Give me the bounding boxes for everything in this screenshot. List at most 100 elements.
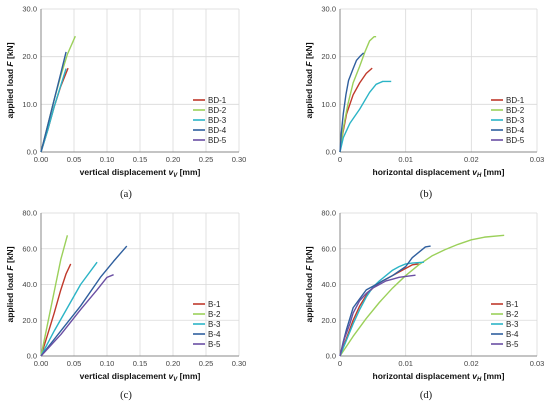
panel-caption: (b) xyxy=(420,189,433,200)
x-axis-label-text: vertical displacement xyxy=(80,371,169,381)
x-axis-unit: [mm] xyxy=(484,371,505,381)
x-axis-label-text: horizontal displacement xyxy=(373,167,473,177)
x-axis-subscript: H xyxy=(477,377,482,383)
series-line-b-4 xyxy=(339,245,431,357)
y-tick-label: 80.0 xyxy=(321,209,336,218)
x-tick-label: 0.03 xyxy=(530,155,545,164)
legend-label: B-5 xyxy=(506,340,519,349)
legend-label: B-4 xyxy=(506,330,519,339)
series-line-bd-2 xyxy=(339,35,377,153)
x-tick-label: 0.02 xyxy=(464,359,479,368)
y-tick-label: 80.0 xyxy=(22,209,37,218)
x-tick-label: 0.15 xyxy=(133,359,148,368)
y-tick-label: 40.0 xyxy=(22,280,37,289)
series-line-b-3 xyxy=(339,261,425,357)
series-line-b-3 xyxy=(40,261,98,357)
series-line-b-2 xyxy=(339,234,505,357)
chart-panel: 0.00 0.05 0.10 0.15 0.20 0.25 0.30 0.0 20.0 40.0 6… xyxy=(5,209,246,402)
panel-caption: (d) xyxy=(420,390,433,401)
legend-label: B-3 xyxy=(208,320,221,329)
legend-label: BD-5 xyxy=(506,136,525,145)
x-tick-label: 0.15 xyxy=(133,155,148,164)
legend-label: B-1 xyxy=(208,300,221,309)
x-tick-label: 0.00 xyxy=(34,359,49,368)
legend-label: B-2 xyxy=(208,310,221,319)
y-tick-label: 30.0 xyxy=(22,5,37,14)
series-line-b-5 xyxy=(40,274,114,357)
y-tick-label: 20.0 xyxy=(321,316,336,325)
x-axis-unit: [mm] xyxy=(484,167,505,177)
x-tick-label: 0.01 xyxy=(398,155,413,164)
y-axis-label-text: applied load xyxy=(5,271,15,323)
legend-label: BD-1 xyxy=(208,96,227,105)
x-tick-label: 0 xyxy=(338,359,342,368)
legend-label: B-3 xyxy=(506,320,519,329)
legend-label: BD-4 xyxy=(506,126,525,135)
x-tick-label: 0.10 xyxy=(100,359,115,368)
series-line-bd-3 xyxy=(40,68,67,153)
legend-label: BD-1 xyxy=(506,96,525,105)
x-tick-label: 0.10 xyxy=(100,155,115,164)
x-tick-label: 0.03 xyxy=(530,359,545,368)
y-tick-label: 30.0 xyxy=(321,5,336,14)
y-tick-label: 40.0 xyxy=(321,280,336,289)
x-tick-label: 0.00 xyxy=(34,155,49,164)
y-tick-label: 0.0 xyxy=(27,352,37,361)
x-tick-label: 0.05 xyxy=(67,359,82,368)
x-axis-label: vertical displacement vV [mm] xyxy=(80,167,201,179)
x-axis-symbol: v xyxy=(168,167,174,177)
y-axis-symbol: F xyxy=(304,61,314,67)
series-line-b-2 xyxy=(40,235,69,357)
x-tick-label: 0.30 xyxy=(232,155,247,164)
x-tick-label: 0.20 xyxy=(166,359,181,368)
y-tick-label: 0.0 xyxy=(326,352,336,361)
y-axis-symbol: F xyxy=(5,61,15,67)
legend-label: BD-2 xyxy=(506,106,525,115)
y-axis-label: applied load F [kN] xyxy=(304,42,314,118)
y-axis-unit: [kN] xyxy=(304,246,314,263)
y-axis-label: applied load F [kN] xyxy=(304,246,314,322)
series-line-bd-1 xyxy=(339,67,373,153)
y-axis-label: applied load F [kN] xyxy=(5,42,15,118)
x-axis-symbol: v xyxy=(472,371,478,381)
y-axis-label: applied load F [kN] xyxy=(5,246,15,322)
panel-caption: (c) xyxy=(120,390,132,401)
x-tick-label: 0.01 xyxy=(398,359,413,368)
chart-panel: 0.00 0.05 0.10 0.15 0.20 0.25 0.30 0.0 10.0 20.0 3… xyxy=(5,5,246,201)
x-tick-label: 0 xyxy=(338,155,342,164)
x-axis-subscript: V xyxy=(173,173,178,179)
x-axis-label-text: horizontal displacement xyxy=(373,371,473,381)
chart-panel: 0 0.01 0.02 0.03 0.0 10.0 20.0 30.0 horizontal d… xyxy=(304,5,544,201)
legend-label: BD-5 xyxy=(208,136,227,145)
series-line-bd-4 xyxy=(339,52,365,153)
x-axis-label: horizontal displacement vH [mm] xyxy=(373,371,505,383)
series-line-bd-4 xyxy=(40,51,67,153)
x-axis-subscript: V xyxy=(173,377,178,383)
x-axis-label: vertical displacement vV [mm] xyxy=(80,371,201,383)
legend-label: BD-3 xyxy=(208,116,227,125)
x-axis-unit: [mm] xyxy=(180,167,201,177)
y-tick-label: 60.0 xyxy=(321,244,336,253)
legend-label: BD-4 xyxy=(208,126,227,135)
y-tick-label: 20.0 xyxy=(22,316,37,325)
y-tick-label: 60.0 xyxy=(22,244,37,253)
legend-label: BD-2 xyxy=(208,106,227,115)
x-axis-symbol: v xyxy=(472,167,478,177)
legend-label: B-1 xyxy=(506,300,519,309)
y-tick-label: 10.0 xyxy=(22,100,37,109)
legend-label: B-2 xyxy=(506,310,519,319)
x-tick-label: 0.02 xyxy=(464,155,479,164)
x-tick-label: 0.25 xyxy=(199,155,214,164)
y-axis-unit: [kN] xyxy=(5,246,15,263)
y-axis-unit: [kN] xyxy=(304,42,314,59)
y-tick-label: 0.0 xyxy=(27,148,37,157)
y-axis-symbol: F xyxy=(304,265,314,271)
y-tick-label: 20.0 xyxy=(321,52,336,61)
series-line-bd-3 xyxy=(339,80,392,153)
x-axis-label: horizontal displacement vH [mm] xyxy=(373,167,505,179)
x-tick-label: 0.30 xyxy=(232,359,247,368)
y-axis-unit: [kN] xyxy=(5,42,15,59)
panel-caption: (a) xyxy=(120,189,132,200)
y-axis-label-text: applied load xyxy=(5,67,15,119)
